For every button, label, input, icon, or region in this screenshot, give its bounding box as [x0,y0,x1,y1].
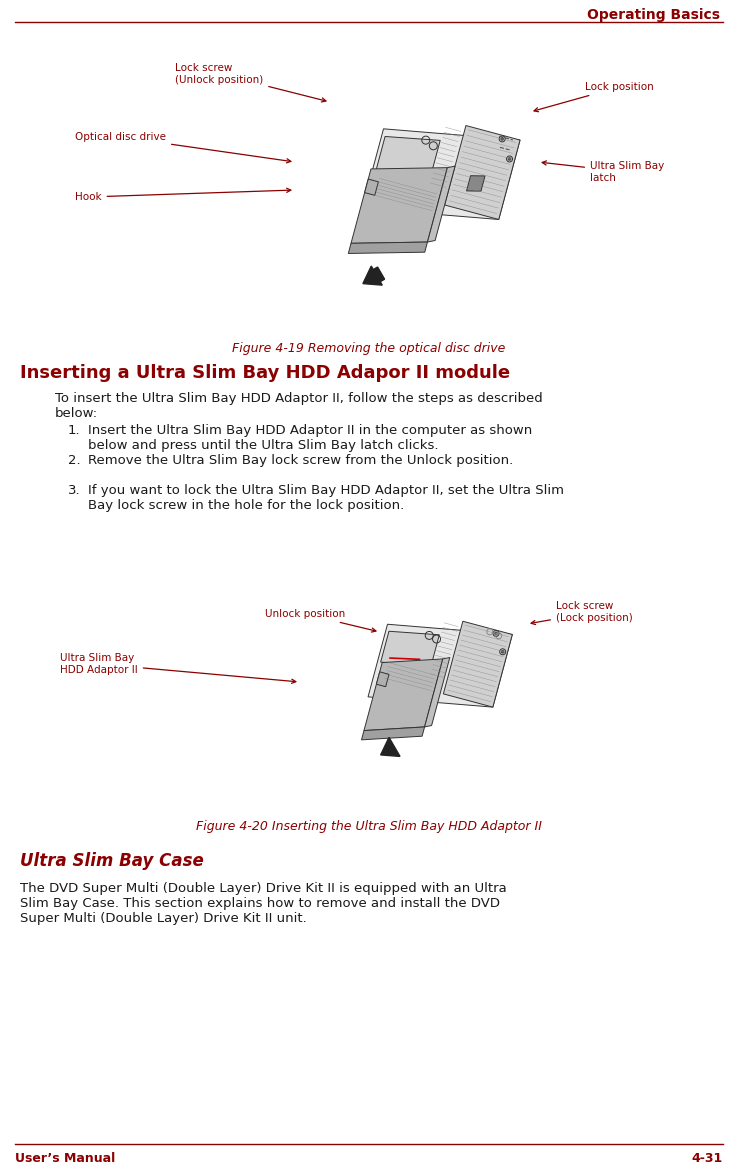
Text: The DVD Super Multi (Double Layer) Drive Kit II is equipped with an Ultra
Slim B: The DVD Super Multi (Double Layer) Drive… [20,883,507,925]
Polygon shape [466,176,485,191]
Polygon shape [444,621,512,707]
Circle shape [501,137,503,141]
Text: Lock position: Lock position [534,82,654,111]
Text: Lock screw
(Lock position): Lock screw (Lock position) [531,601,632,625]
Polygon shape [427,166,455,243]
Text: Inserting a Ultra Slim Bay HDD Adapor II module: Inserting a Ultra Slim Bay HDD Adapor II… [20,364,510,382]
Polygon shape [362,129,520,219]
Polygon shape [351,168,447,244]
Circle shape [502,650,504,653]
Text: If you want to lock the Ultra Slim Bay HDD Adaptor II, set the Ultra Slim
Bay lo: If you want to lock the Ultra Slim Bay H… [88,484,564,512]
Text: 3.: 3. [68,484,80,497]
Text: 1.: 1. [68,424,80,437]
Polygon shape [376,136,440,175]
Text: Ultra Slim Bay
HDD Adaptor II: Ultra Slim Bay HDD Adaptor II [60,653,296,683]
Text: Operating Basics: Operating Basics [587,8,720,22]
Polygon shape [364,659,443,730]
Text: Optical disc drive: Optical disc drive [75,132,291,163]
Text: User’s Manual: User’s Manual [15,1152,115,1165]
Text: To insert the Ultra Slim Bay HDD Adaptor II, follow the steps as described
below: To insert the Ultra Slim Bay HDD Adaptor… [55,391,542,420]
Text: Remove the Ultra Slim Bay lock screw from the Unlock position.: Remove the Ultra Slim Bay lock screw fro… [88,454,513,466]
FancyArrow shape [381,737,400,756]
Text: 4-31: 4-31 [692,1152,723,1165]
Polygon shape [365,179,379,196]
Text: Ultra Slim Bay Case: Ultra Slim Bay Case [20,852,204,870]
Text: Hook: Hook [75,189,291,202]
Text: 2.: 2. [68,454,80,466]
Polygon shape [376,672,389,687]
Text: Figure 4-20 Inserting the Ultra Slim Bay HDD Adaptor II: Figure 4-20 Inserting the Ultra Slim Bay… [196,820,542,833]
Text: Lock screw
(Unlock position): Lock screw (Unlock position) [175,63,326,102]
Polygon shape [368,625,512,707]
Polygon shape [444,125,520,219]
Text: Figure 4-19 Removing the optical disc drive: Figure 4-19 Removing the optical disc dr… [232,342,506,355]
Text: Ultra Slim Bay
latch: Ultra Slim Bay latch [542,161,664,183]
FancyArrow shape [363,266,384,285]
Circle shape [494,632,497,634]
Polygon shape [348,243,427,253]
Polygon shape [362,727,424,740]
Text: Unlock position: Unlock position [265,609,376,632]
Polygon shape [424,657,450,727]
Polygon shape [381,632,439,666]
Circle shape [508,158,511,161]
Text: Insert the Ultra Slim Bay HDD Adaptor II in the computer as shown
below and pres: Insert the Ultra Slim Bay HDD Adaptor II… [88,424,532,452]
